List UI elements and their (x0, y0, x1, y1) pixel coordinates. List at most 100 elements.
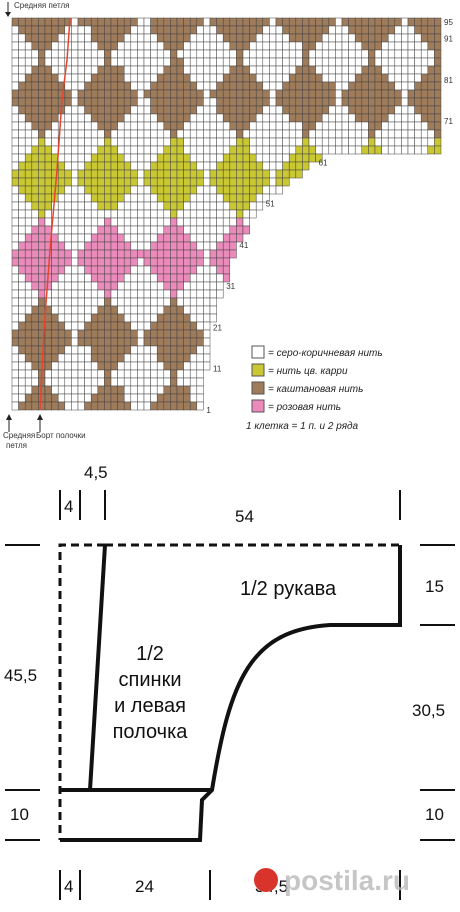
cell (117, 49, 125, 59)
dimension: 4 (64, 497, 73, 516)
cell (104, 393, 112, 403)
cell (308, 89, 316, 99)
cell (84, 145, 92, 155)
cell (143, 345, 151, 355)
cell (236, 105, 244, 115)
cell (137, 97, 145, 107)
cell (401, 33, 409, 43)
cell (137, 121, 145, 131)
cell (163, 225, 171, 235)
cell (130, 345, 138, 355)
cell (236, 209, 244, 219)
cell (288, 25, 297, 35)
cell (130, 137, 138, 147)
cell (196, 57, 204, 67)
cell (282, 49, 290, 59)
cell (282, 65, 290, 75)
cell (209, 177, 217, 187)
cell (84, 369, 92, 379)
cell (420, 105, 429, 115)
cell (434, 145, 442, 155)
cell (308, 17, 316, 27)
cell (84, 49, 92, 59)
cell (170, 113, 178, 123)
cell (163, 353, 171, 363)
cell (209, 73, 217, 83)
cell (143, 241, 151, 251)
cell (84, 249, 92, 259)
cell (97, 33, 105, 43)
cell (321, 121, 330, 131)
cell (288, 129, 297, 139)
cell (341, 41, 349, 51)
cell (90, 169, 99, 179)
cell (242, 177, 250, 187)
cell (110, 57, 118, 67)
cell (143, 153, 151, 163)
cell (97, 377, 105, 387)
cell (183, 225, 191, 235)
cell (57, 369, 66, 379)
cell (163, 57, 171, 67)
cell (143, 137, 151, 147)
cell (137, 161, 145, 171)
cell (203, 241, 211, 251)
cell (130, 89, 138, 99)
cell (427, 137, 435, 147)
cell (216, 105, 224, 115)
cell (110, 377, 118, 387)
cell (11, 153, 19, 163)
cell (302, 137, 310, 147)
cell (242, 129, 250, 139)
cell (381, 73, 389, 83)
cell (71, 73, 79, 83)
cell (31, 329, 39, 339)
cell (282, 17, 290, 27)
cell (335, 17, 343, 27)
cell (315, 25, 323, 35)
cell (269, 121, 277, 131)
cell (11, 233, 19, 243)
cell (321, 89, 330, 99)
cell (183, 297, 191, 307)
cell (374, 97, 382, 107)
cell (143, 377, 151, 387)
cell (117, 353, 125, 363)
cell (84, 273, 92, 283)
cell (24, 65, 33, 75)
cell (255, 97, 264, 107)
cell (84, 377, 92, 387)
cell (414, 89, 422, 99)
cell (84, 209, 92, 219)
cell (354, 129, 363, 139)
cell (222, 145, 231, 155)
cell (110, 89, 118, 99)
cell (77, 201, 85, 211)
cell (335, 145, 343, 155)
cell (216, 89, 224, 99)
cell (24, 353, 33, 363)
cell (216, 97, 224, 107)
cell (216, 249, 224, 259)
cell (137, 257, 145, 267)
cell (143, 145, 151, 155)
cell (387, 25, 396, 35)
cell (401, 73, 409, 83)
cell (77, 257, 85, 267)
cell (150, 161, 158, 171)
cell (18, 113, 26, 123)
cell (401, 89, 409, 99)
cell (90, 25, 99, 35)
cell (130, 321, 138, 331)
cell (57, 169, 66, 179)
cell (216, 289, 224, 299)
cell (189, 89, 198, 99)
cell (401, 129, 409, 139)
cell (150, 89, 158, 99)
cell (341, 49, 349, 59)
cell (209, 153, 217, 163)
cell (163, 89, 171, 99)
cell (163, 377, 171, 387)
cell (401, 17, 409, 27)
cell (150, 201, 158, 211)
